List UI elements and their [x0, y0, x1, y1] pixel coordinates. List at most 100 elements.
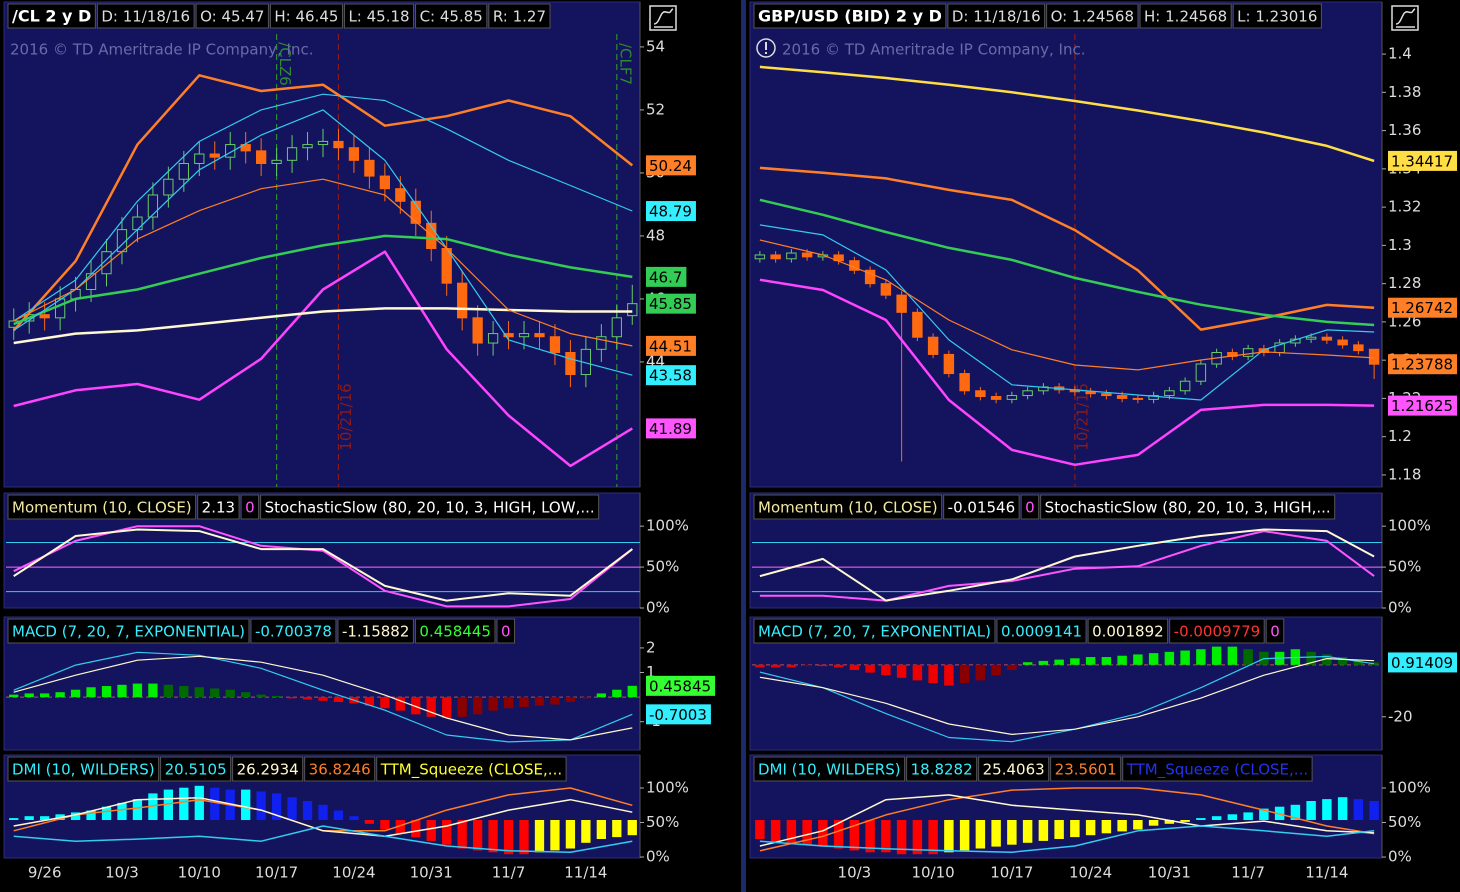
histogram-bar [132, 683, 143, 698]
candle-body [194, 153, 205, 164]
header-item: MACD (7, 20, 7, EXPONENTIAL) [758, 623, 991, 641]
y-tick-label: -20 [1388, 707, 1413, 725]
squeeze-bar [349, 816, 359, 820]
header-box [1087, 618, 1169, 644]
candle-body [271, 159, 282, 164]
y-tick-label: 1 [646, 663, 656, 681]
histogram-bar [1007, 664, 1017, 671]
y-tick-label: 50% [1388, 813, 1421, 831]
candle-body [147, 194, 159, 218]
candle-body [896, 294, 907, 313]
y-tick-label: 50% [646, 813, 679, 831]
header-item: R: 1.27 [493, 8, 546, 26]
squeeze-bar [426, 820, 436, 841]
indicator-line [13, 651, 633, 743]
event-label: /CLZ6 [276, 42, 294, 86]
header-box [304, 756, 376, 782]
squeeze-bar [1196, 818, 1206, 820]
histogram-bar [1070, 658, 1080, 665]
squeeze-bar [503, 820, 514, 855]
histogram-bar [1133, 654, 1143, 665]
header-item: D: 11/18/16 [952, 8, 1041, 26]
header-box [1122, 756, 1313, 782]
squeeze-bar [194, 785, 204, 820]
histogram-bar [1306, 651, 1316, 665]
y-tick-label: 100% [646, 517, 689, 535]
header-item: DMI (10, WILDERS) [758, 761, 901, 779]
header-item: -1.15882 [342, 623, 409, 641]
indicator-line [13, 93, 633, 322]
header-item: O: 1.24568 [1051, 8, 1134, 26]
candle-body [240, 144, 251, 152]
header-box [414, 618, 496, 644]
x-tick-label: 11/14 [1305, 864, 1348, 882]
squeeze-bar [1353, 799, 1364, 820]
histogram-bar [881, 664, 891, 676]
header-item: Momentum (10, CLOSE) [758, 499, 938, 517]
y-tick-label: 100% [1388, 517, 1431, 535]
y-tick-label: 1.38 [1388, 83, 1421, 101]
candle-body [596, 336, 607, 350]
price-tag-label: -0.7003 [649, 706, 707, 724]
histogram-bar [364, 697, 375, 706]
header-box [269, 3, 343, 29]
price-tag-label: 44.51 [649, 337, 692, 355]
histogram-bar [395, 697, 405, 711]
candle-body [410, 200, 421, 224]
squeeze-bar [302, 801, 313, 820]
header-item: H: 1.24568 [1144, 8, 1227, 26]
header-box [197, 494, 240, 520]
y-tick-label: 0% [646, 599, 670, 617]
histogram-bar [148, 683, 158, 698]
info-icon [756, 38, 776, 58]
histogram-bar [550, 697, 560, 705]
squeeze-bar [1227, 814, 1238, 820]
candle-body [1242, 348, 1254, 357]
indicator-line [759, 166, 1375, 331]
histogram-bar [256, 694, 266, 698]
histogram-bar [1180, 650, 1190, 665]
header-box [376, 756, 567, 782]
squeeze-bar [944, 820, 954, 853]
price-tag-label: 1.21625 [1391, 397, 1453, 415]
squeeze-bar [1022, 820, 1033, 843]
price-tag [646, 365, 696, 386]
x-tick-label: 10/3 [105, 864, 139, 882]
histogram-bar [928, 664, 938, 683]
header-item: 25.4063 [983, 761, 1045, 779]
squeeze-bar [148, 793, 158, 820]
histogram-bar [1022, 662, 1033, 665]
header-item: GBP/USD (BID) 2 y D [758, 7, 942, 26]
squeeze-bar [849, 820, 860, 851]
squeeze-bar [395, 820, 405, 834]
histogram-bar [865, 664, 875, 673]
squeeze-bar [896, 820, 907, 855]
histogram-bar [1164, 651, 1175, 665]
candle-body [975, 390, 986, 398]
header-box [7, 756, 160, 782]
candle-body [348, 147, 360, 161]
indicator-line [759, 794, 1375, 847]
candle-body [611, 317, 622, 338]
squeeze-bar [565, 820, 576, 849]
candle-body [912, 311, 923, 338]
header-box [496, 618, 516, 644]
header-box [415, 3, 488, 29]
candle-body [1132, 397, 1144, 400]
x-tick-label: 10/17 [990, 864, 1033, 882]
squeeze-bar [1337, 797, 1348, 820]
header-box [947, 3, 1046, 29]
histogram-bar [117, 684, 127, 698]
indicator-line [759, 65, 1375, 163]
candle-body [786, 252, 797, 260]
price-tag-label: 0.45845 [649, 677, 711, 695]
price-tag [1388, 395, 1458, 416]
candle-body [39, 314, 50, 319]
price-tag [646, 704, 711, 725]
y-tick-label: 1.28 [1388, 274, 1421, 292]
candle-body [880, 283, 892, 296]
histogram-bar [627, 685, 637, 698]
histogram-bar [612, 689, 622, 698]
header-item: 0 [1025, 499, 1035, 517]
histogram-bar [849, 664, 860, 671]
